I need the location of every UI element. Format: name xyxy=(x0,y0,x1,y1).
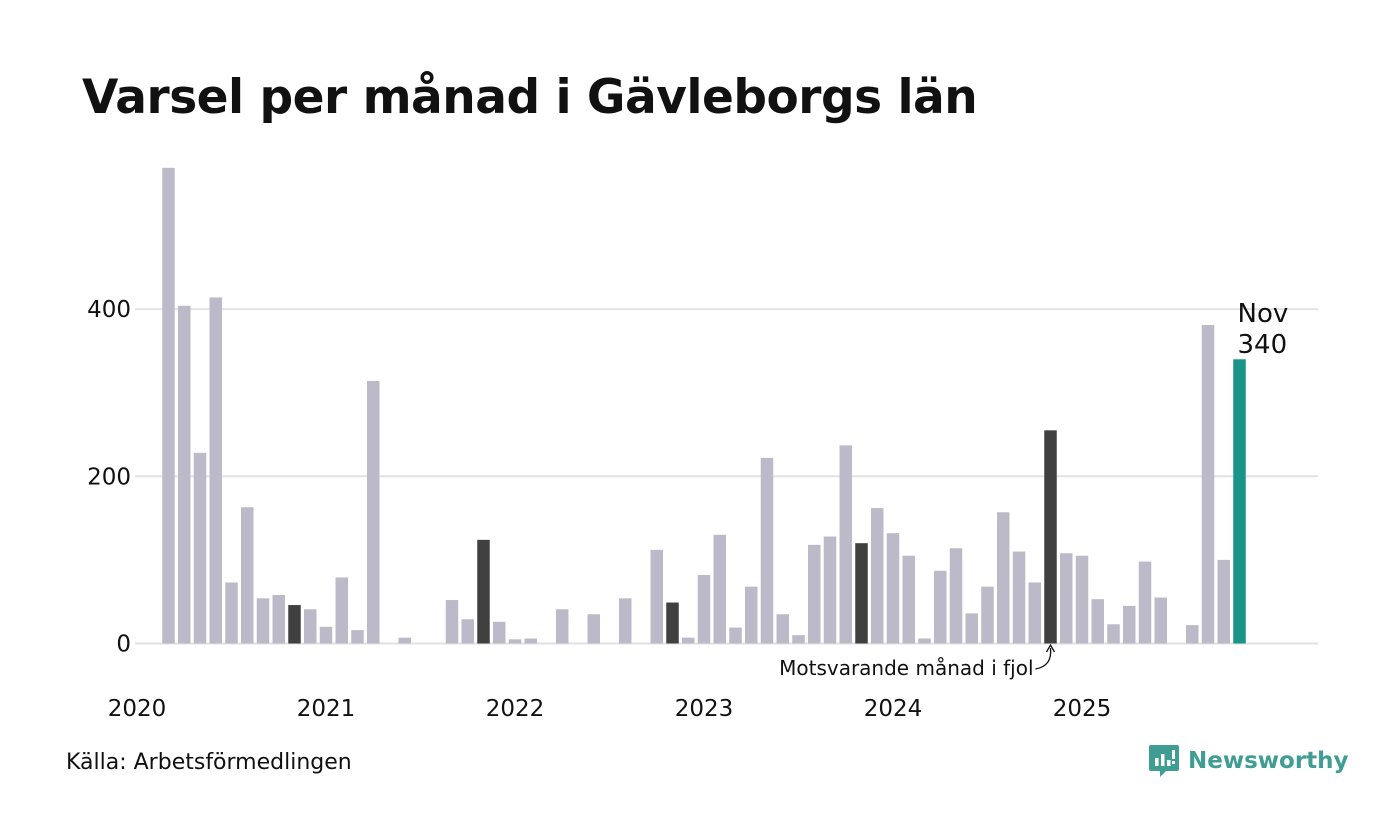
bar-2020-10 xyxy=(272,595,285,644)
bar-2023-11 xyxy=(855,543,868,644)
source-note: Källa: Arbetsförmedlingen xyxy=(66,750,352,775)
bar-2023-01 xyxy=(697,574,711,644)
bar-2020-11 xyxy=(288,605,301,644)
bar-2023-04 xyxy=(745,586,758,644)
bar-2022-02 xyxy=(524,638,537,644)
bar-2021-02 xyxy=(335,577,348,644)
x-tick-label-2024: 2024 xyxy=(864,696,923,722)
chart-title: Varsel per månad i Gävleborgs län xyxy=(82,70,978,125)
bar-2020-09 xyxy=(256,598,270,644)
bar-2022-04 xyxy=(556,609,569,644)
y-axis-tick-labels: 0 200 400 xyxy=(87,297,131,657)
bar-2024-02 xyxy=(902,555,915,644)
x-axis-year-labels: 2020 2021 2022 2023 2024 2025 xyxy=(108,696,1112,722)
bar-2021-06 xyxy=(398,637,411,644)
bar-2022-08 xyxy=(619,598,632,644)
bar-2023-10 xyxy=(839,445,852,644)
bar-2025-09 xyxy=(1201,324,1215,644)
bars xyxy=(162,167,1246,644)
bar-2025-02 xyxy=(1091,599,1104,644)
x-tick-label-2020: 2020 xyxy=(108,696,167,722)
bar-2022-11 xyxy=(666,602,679,644)
bar-2023-12 xyxy=(871,508,884,644)
bar-2022-06 xyxy=(587,614,600,644)
bar-2023-08 xyxy=(808,544,821,644)
bar-2025-04 xyxy=(1123,605,1136,644)
bar-2024-01 xyxy=(886,533,900,644)
annotation-current-month: Nov xyxy=(1238,299,1289,329)
bar-2020-06 xyxy=(209,297,222,644)
bar-2022-01 xyxy=(508,639,522,644)
x-tick-label-2022: 2022 xyxy=(486,696,545,722)
bar-2021-10 xyxy=(461,619,474,644)
bar-2020-12 xyxy=(304,609,317,644)
bar-2024-08 xyxy=(997,512,1010,644)
bar-2025-05 xyxy=(1138,561,1152,644)
bar-2021-01 xyxy=(319,626,333,644)
bar-2025-01 xyxy=(1075,555,1089,644)
bar-2024-04 xyxy=(934,570,947,644)
bar-2023-06 xyxy=(776,614,789,644)
y-tick-label: 400 xyxy=(87,297,131,323)
newsworthy-logo[interactable]: Newsworthy xyxy=(1148,743,1349,779)
bar-2024-10 xyxy=(1028,582,1041,644)
bar-2021-12 xyxy=(493,621,506,644)
newsworthy-logo-icon xyxy=(1149,745,1179,777)
bar-2023-05 xyxy=(760,457,774,644)
bar-2023-02 xyxy=(713,534,726,644)
bar-2024-07 xyxy=(981,586,994,644)
y-tick-label: 0 xyxy=(116,632,131,658)
x-tick-label-2023: 2023 xyxy=(675,696,734,722)
bar-2024-03 xyxy=(918,638,931,644)
bar-2023-09 xyxy=(823,536,837,644)
bar-2023-07 xyxy=(792,635,805,644)
annotation-current-value: 340 xyxy=(1238,330,1288,360)
bar-2024-12 xyxy=(1060,553,1073,644)
bar-2024-09 xyxy=(1012,551,1026,644)
bar-2025-03 xyxy=(1107,624,1120,644)
bar-2024-11 xyxy=(1044,430,1057,644)
bar-2020-04 xyxy=(178,305,191,644)
annotation-arrow-head xyxy=(1045,643,1056,653)
bar-2022-12 xyxy=(682,637,695,644)
bar-2021-03 xyxy=(351,630,364,644)
bar-2020-07 xyxy=(225,582,238,644)
bar-2024-05 xyxy=(949,548,963,644)
bar-2020-03 xyxy=(162,167,175,644)
newsworthy-logo-text: Newsworthy xyxy=(1188,748,1349,774)
bar-2020-05 xyxy=(193,452,207,644)
x-tick-label-2021: 2021 xyxy=(297,696,356,722)
bar-2025-10 xyxy=(1217,559,1230,644)
x-tick-label-2025: 2025 xyxy=(1053,696,1112,722)
bar-2025-08 xyxy=(1186,625,1199,644)
bar-2025-06 xyxy=(1154,597,1167,644)
bar-2024-06 xyxy=(965,613,978,644)
bar-2022-10 xyxy=(650,549,663,644)
annotation-previous-year: Motsvarande månad i fjol xyxy=(779,656,1033,680)
bar-2021-11 xyxy=(477,539,490,644)
bar-2020-08 xyxy=(241,507,254,644)
bar-2021-04 xyxy=(367,381,380,644)
bar-2023-03 xyxy=(729,627,742,644)
y-tick-label: 200 xyxy=(87,464,131,490)
annotation-arrow-line xyxy=(1035,647,1052,670)
bar-2021-09 xyxy=(445,600,459,644)
bar-2025-11 xyxy=(1233,359,1246,644)
